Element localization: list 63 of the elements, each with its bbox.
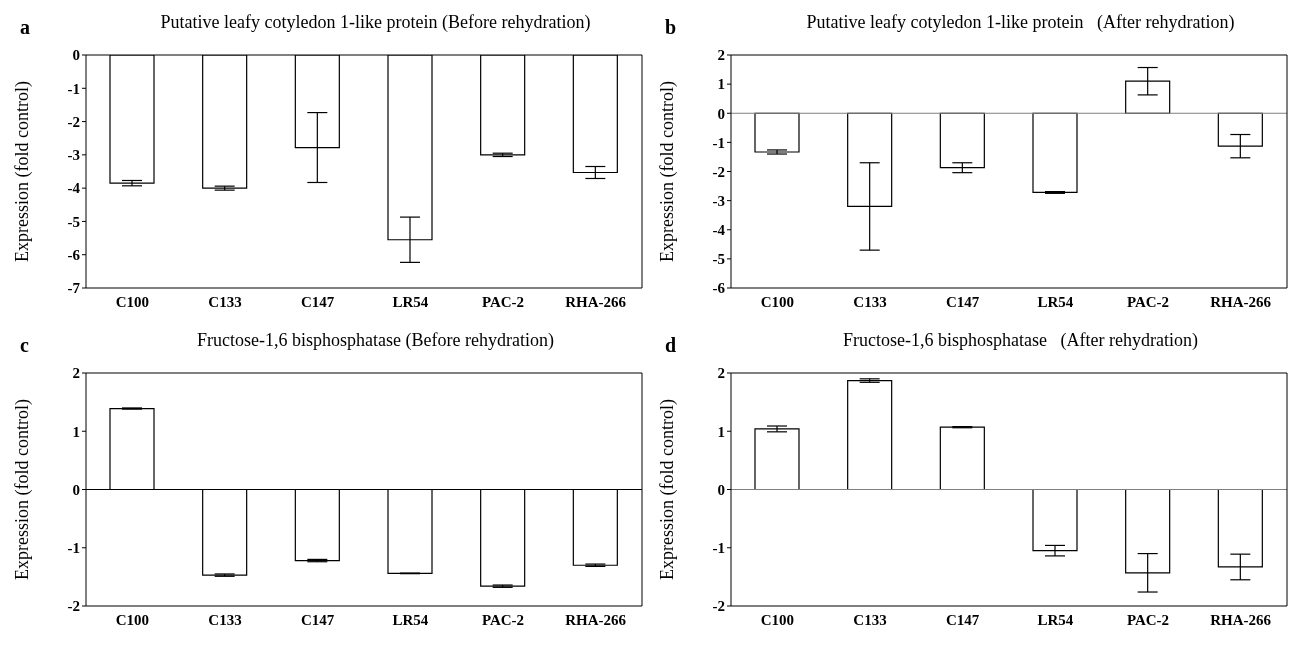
y-tick-label: 0 [717,481,725,498]
x-tick-label: LR54 [1037,611,1074,628]
y-tick-label: -1 [712,540,725,557]
x-tick-label: RHA-266 [1210,293,1272,310]
y-tick-label: -3 [712,192,725,209]
x-tick-label: C147 [300,293,335,310]
y-tick-label: 1 [717,76,725,93]
y-tick-label: -1 [67,540,80,557]
x-tick-label: C133 [208,293,242,310]
y-tick-label: -1 [712,134,725,151]
text: a [20,16,30,39]
x-tick-label: LR54 [392,611,429,628]
x-tick-label: RHA-266 [565,293,627,310]
y-tick-label: -3 [67,147,80,164]
y-tick-label: -4 [67,180,81,197]
y-axis-title: Expression (fold control) [657,399,679,580]
chart-title: Fructose-1,6 bisphosphatase (After rehydration) [843,330,1198,350]
x-tick-label: C147 [300,611,335,628]
x-tick-label: PAC-2 [481,293,525,310]
y-tick-label: -2 [712,163,725,180]
y-tick-label: 2 [72,365,80,382]
y-tick-label: 2 [717,47,725,64]
y-tick-label: -6 [712,280,726,297]
chart-title: Putative leafy cotyledon 1-like protein (After rehydration) [806,12,1235,32]
x-tick-label: PAC-2 [1126,293,1170,310]
x-tick-label: C133 [853,611,887,628]
y-axis-title: Expression (fold control) [12,399,34,580]
x-tick-label: LR54 [1037,293,1074,310]
y-tick-label: 0 [717,105,725,122]
y-tick-label: 0 [72,481,80,498]
text: d [665,334,677,357]
x-tick-label: RHA-266 [1210,611,1272,628]
y-tick-label: -1 [67,80,80,97]
text: c [20,334,29,357]
x-tick-label: RHA-266 [565,611,627,628]
y-tick-label: -5 [67,213,80,230]
x-tick-label: C133 [208,611,242,628]
y-tick-label: -2 [67,113,80,130]
y-tick-label: -2 [67,598,80,615]
x-tick-label: C100 [115,611,150,628]
y-tick-label: 1 [72,423,80,440]
y-axis-title: Expression (fold control) [657,81,679,262]
x-tick-label: PAC-2 [481,611,525,628]
x-tick-label: C133 [853,293,887,310]
y-tick-label: -2 [712,598,725,615]
y-tick-label: 1 [717,423,725,440]
x-tick-label: C100 [115,293,150,310]
x-tick-label: C147 [945,293,980,310]
y-tick-label: -4 [712,222,726,239]
chart-title: Putative leafy cotyledon 1-like protein (Before rehydration) [160,12,591,32]
y-tick-label: -7 [67,280,81,297]
y-tick-label: 2 [717,365,725,382]
chart-title: Fructose-1,6 bisphosphatase (Before rehydration) [197,330,554,350]
text: b [665,16,677,39]
y-axis-title: Expression (fold control) [12,81,34,262]
x-tick-label: C100 [760,293,795,310]
y-tick-label: -5 [712,251,725,268]
x-tick-label: PAC-2 [1126,611,1170,628]
x-tick-label: C100 [760,611,795,628]
y-tick-label: -6 [67,247,81,264]
y-tick-label: 0 [72,47,80,64]
x-tick-label: C147 [945,611,980,628]
x-tick-label: LR54 [392,293,429,310]
